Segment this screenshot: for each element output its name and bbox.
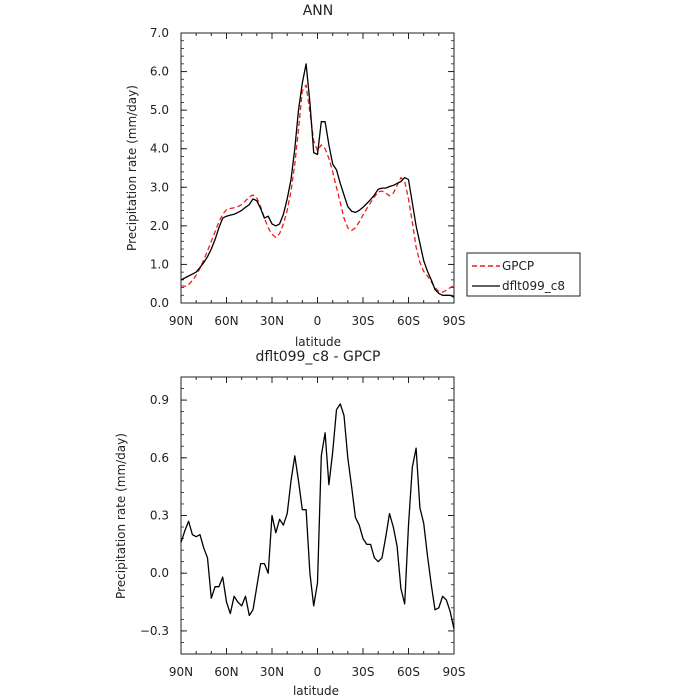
top-y-tick-label: 1.0	[150, 257, 169, 271]
top-y-tick-label: 2.0	[150, 219, 169, 233]
bottom-y-tick-label: 0.3	[150, 509, 169, 523]
top-y-tick-label: 7.0	[150, 26, 169, 40]
bottom-y-tick-labels: −0.3 0.0 0.3 0.6 0.9	[140, 393, 169, 638]
top-x-tick-label: 90N	[169, 314, 193, 328]
top-series-lines	[180, 63, 455, 298]
top-y-tick-label: 3.0	[150, 180, 169, 194]
top-x-tick-label: 30N	[260, 314, 284, 328]
bottom-x-tick-label: 60N	[214, 665, 238, 679]
bottom-y-tick-label: 0.6	[150, 451, 169, 465]
bottom-y-tick-label: 0.0	[150, 566, 169, 580]
bottom-x-tick-label: 90N	[169, 665, 193, 679]
bottom-x-tick-label: 60S	[397, 665, 420, 679]
top-x-tick-label: 60S	[397, 314, 420, 328]
top-y-axis-label: Precipitation rate (mm/day)	[125, 85, 139, 251]
top-series-line-dflt099-c8	[180, 63, 455, 298]
legend-label-gpcp: GPCP	[502, 259, 534, 273]
top-y-tick-label: 6.0	[150, 65, 169, 79]
top-x-tick-label: 60N	[214, 314, 238, 328]
bottom-series-lines	[180, 403, 455, 630]
top-y-tick-label: 4.0	[150, 142, 169, 156]
bottom-ticks	[180, 376, 455, 655]
top-y-tick-labels: 0.0 1.0 2.0 3.0 4.0 5.0 6.0 7.0	[150, 26, 169, 310]
top-x-tick-label: 90S	[443, 314, 466, 328]
top-y-tick-label: 5.0	[150, 103, 169, 117]
bottom-x-tick-label: 90S	[443, 665, 466, 679]
top-x-tick-labels: 90N 60N 30N 0 30S 60S 90S	[169, 314, 466, 328]
bottom-x-tick-label: 30S	[352, 665, 375, 679]
top-x-axis-label: latitude	[295, 335, 341, 349]
bottom-y-tick-label: −0.3	[140, 624, 169, 638]
legend: GPCP dflt099_c8	[466, 252, 581, 297]
top-x-tick-label: 30S	[352, 314, 375, 328]
bottom-panel: dflt099_c8 - GPCP 90N 60N 30N 0 30S 60S 90S −0…	[114, 349, 465, 698]
bottom-x-tick-label: 0	[314, 665, 322, 679]
top-panel: ANN 90N 60N 30N 0 30S 60S 90S 0.0 1.0 2.0 3.0 4.0 5…	[125, 3, 581, 349]
bottom-chart-title: dflt099_c8 - GPCP	[256, 349, 381, 365]
bottom-y-axis-label: Precipitation rate (mm/day)	[114, 433, 128, 599]
top-x-tick-label: 0	[314, 314, 322, 328]
bottom-x-axis-label: latitude	[293, 684, 339, 698]
bottom-series-line-0	[180, 403, 455, 630]
top-chart-title: ANN	[303, 3, 334, 19]
top-plot-frame	[180, 32, 455, 304]
bottom-plot-frame	[180, 376, 455, 655]
top-ticks	[180, 32, 455, 304]
bottom-x-tick-labels: 90N 60N 30N 0 30S 60S 90S	[169, 665, 466, 679]
legend-box	[466, 252, 581, 297]
bottom-y-tick-label: 0.9	[150, 393, 169, 407]
top-series-line-gpcp	[180, 84, 455, 293]
bottom-x-tick-label: 30N	[260, 665, 284, 679]
top-y-tick-label: 0.0	[150, 296, 169, 310]
legend-label-model: dflt099_c8	[502, 279, 565, 293]
